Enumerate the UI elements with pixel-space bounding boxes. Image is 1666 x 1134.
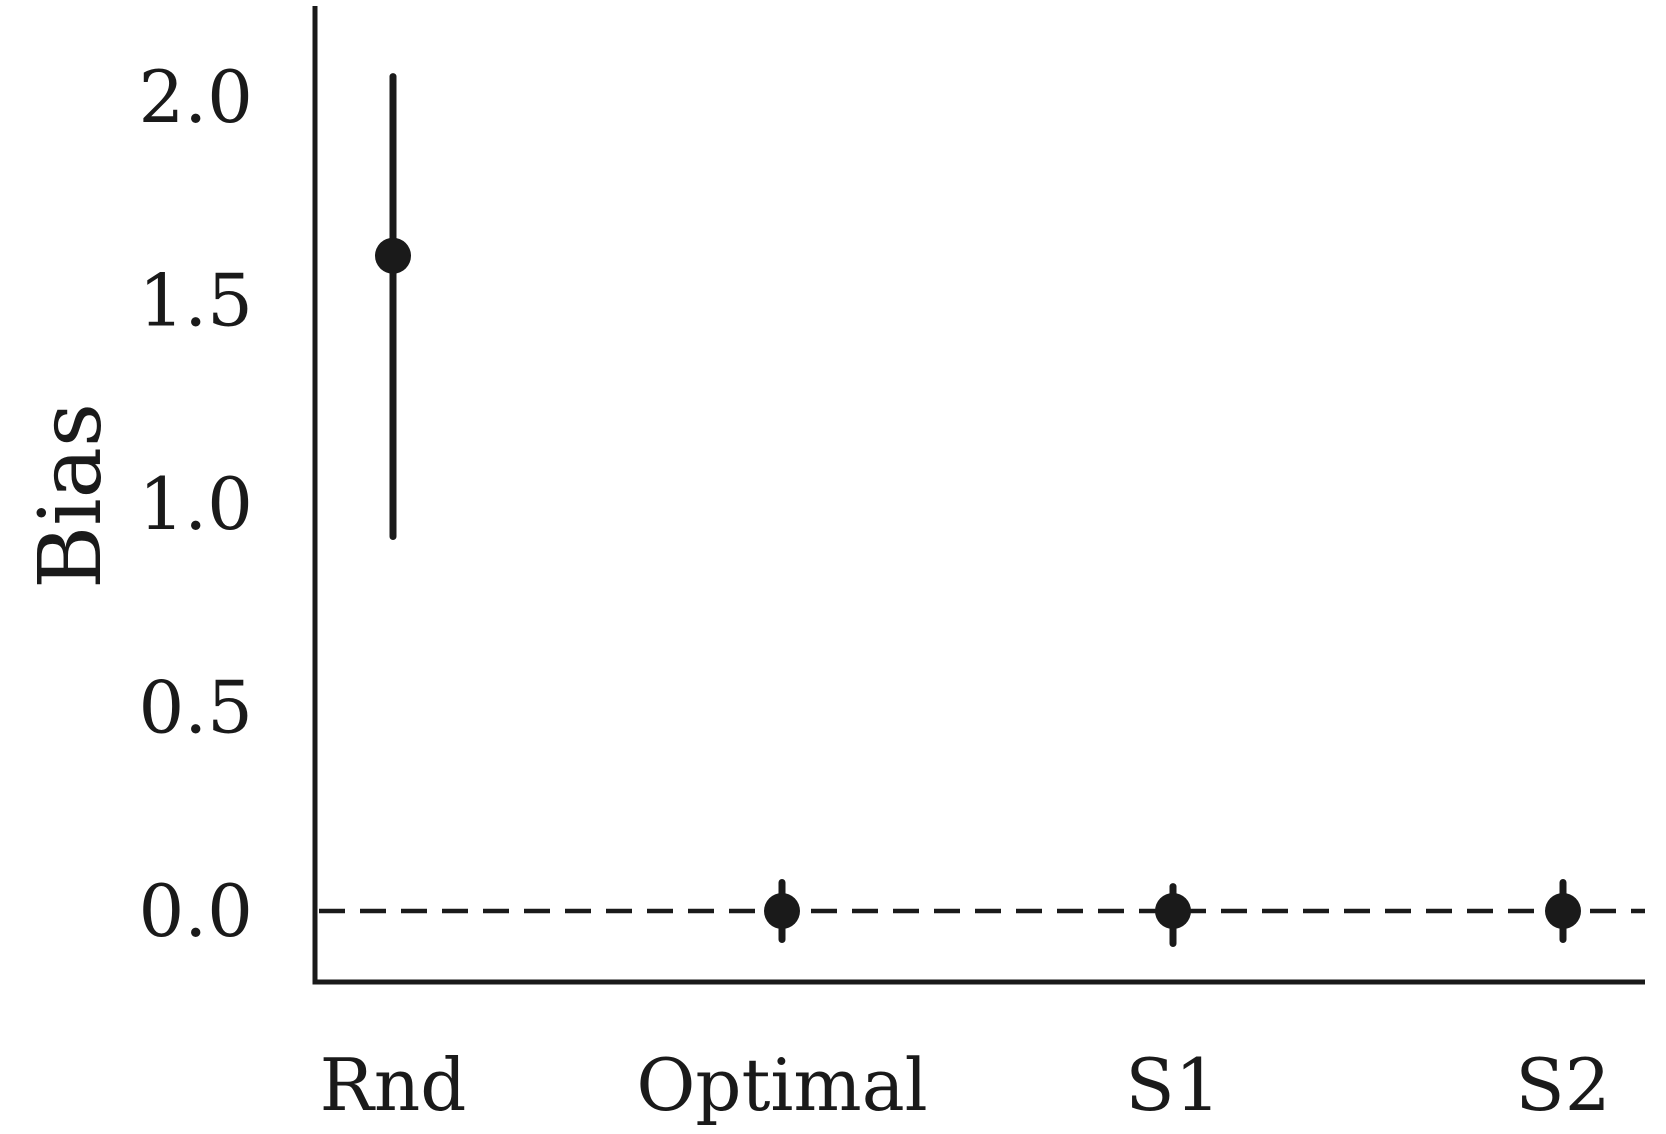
y-tick-label: 2.0 xyxy=(138,55,253,139)
x-tick-label: Optimal xyxy=(636,1043,927,1127)
y-tick-labels: 0.0 0.5 1.0 1.5 2.0 xyxy=(138,55,253,953)
y-tick-label: 0.5 xyxy=(138,666,253,750)
data-point-optimal xyxy=(764,893,800,929)
x-tick-labels: Rnd Optimal S1 S2 xyxy=(320,1043,1611,1127)
data-point-rnd xyxy=(375,237,411,274)
x-tick-label: Rnd xyxy=(320,1043,467,1127)
y-axis-title: Bias xyxy=(21,403,121,589)
data-point-s1 xyxy=(1155,893,1191,929)
x-tick-label: S1 xyxy=(1125,1043,1220,1127)
y-tick-label: 1.5 xyxy=(138,259,253,343)
y-tick-label: 1.0 xyxy=(138,462,253,546)
x-tick-label: S2 xyxy=(1515,1043,1610,1127)
y-tick-label: 0.0 xyxy=(138,869,253,953)
plot-area xyxy=(312,6,1645,985)
data-point-s2 xyxy=(1545,893,1581,929)
